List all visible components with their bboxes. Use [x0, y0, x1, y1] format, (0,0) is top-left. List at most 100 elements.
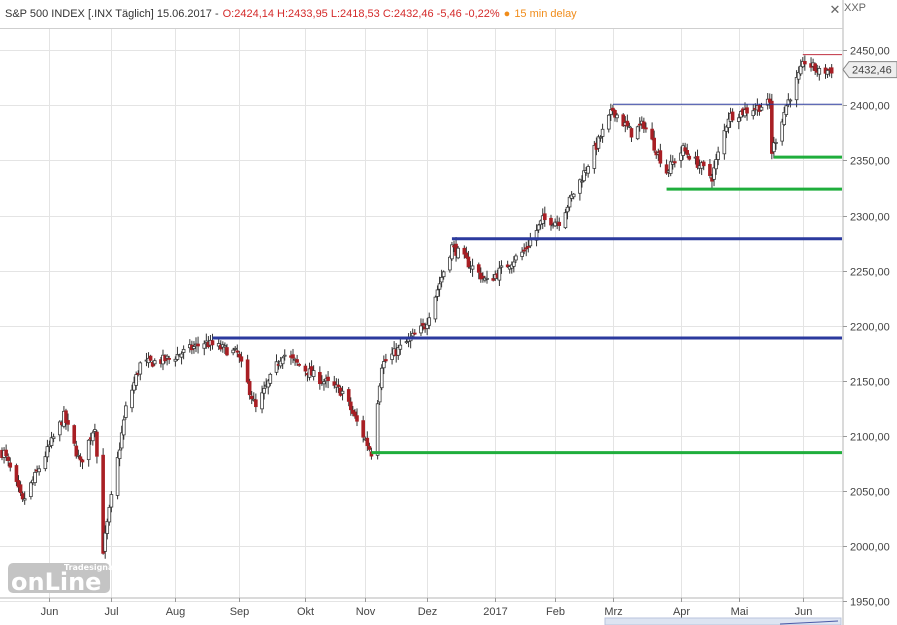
candle-up: [609, 109, 613, 115]
candle-down: [526, 245, 531, 248]
logo-wordmark: onLine: [11, 568, 101, 596]
candle-down: [64, 410, 68, 424]
candle-down: [247, 381, 252, 396]
candle-up: [788, 99, 793, 102]
candle-up: [93, 429, 97, 432]
candle-up: [204, 340, 209, 343]
candle-down: [355, 415, 359, 422]
last-value-badge-shape: [842, 61, 897, 79]
candle-up: [714, 159, 718, 170]
candle-up: [448, 256, 452, 271]
close-button[interactable]: ✕: [829, 2, 841, 17]
candle-up: [107, 506, 112, 523]
candle-down: [491, 278, 496, 281]
candle-down: [237, 353, 242, 358]
candle-down: [348, 401, 353, 411]
chart-header: S&P 500 INDEX [.INX Täglich] 15.06.2017 …: [0, 0, 843, 28]
candle-up: [49, 437, 54, 446]
x-tick-label: Dez: [418, 606, 438, 618]
candles: [0, 55, 834, 559]
navigator-bar[interactable]: [604, 617, 842, 625]
candle-up: [759, 106, 764, 111]
candle-up: [268, 373, 273, 384]
candle-up: [563, 212, 568, 229]
y-tick-label: 2050,00: [850, 487, 890, 499]
candle-down: [239, 356, 244, 362]
candle-up: [600, 128, 605, 137]
candle-down: [297, 363, 301, 366]
candle-up: [109, 494, 114, 508]
candle-down: [384, 359, 388, 362]
candle-up: [635, 126, 640, 140]
candle-up: [105, 520, 110, 534]
candle-up: [76, 454, 81, 457]
candle-up: [375, 403, 380, 456]
candle-down: [549, 217, 553, 226]
candle-down: [78, 456, 83, 461]
candle-up: [57, 421, 62, 436]
candle-up: [425, 323, 429, 329]
candle-up: [152, 360, 157, 365]
candle-down: [318, 371, 322, 385]
candle-up: [130, 389, 134, 409]
candle-up: [33, 472, 37, 484]
candle-up: [311, 370, 316, 377]
candle-up: [606, 114, 611, 130]
candle-up: [274, 361, 279, 373]
candle-down: [421, 323, 425, 326]
candle-up: [512, 261, 516, 267]
ohlc-readout: O:2424,14 H:2433,95 L:2418,53 C:2432,46 …: [222, 8, 500, 20]
candle-down: [8, 462, 13, 468]
candle-down: [642, 121, 646, 129]
candle-up: [774, 142, 778, 144]
candle-up: [784, 105, 789, 115]
candle-up: [817, 68, 822, 75]
candle-up: [233, 347, 238, 350]
candle-down: [6, 456, 10, 461]
x-tick-label: Aug: [166, 606, 186, 618]
candle-up: [592, 145, 597, 169]
candle-down: [353, 411, 357, 417]
candle-down: [412, 332, 417, 335]
navigator-sparkline: [779, 620, 839, 625]
candle-down: [637, 123, 642, 126]
x-tick-label: Jun: [795, 606, 813, 618]
candle-down: [74, 445, 79, 457]
candle-down: [687, 155, 692, 160]
candle-up: [396, 347, 401, 356]
candle-up: [262, 387, 266, 394]
candle-down: [18, 484, 23, 494]
candle-down: [464, 252, 469, 259]
candle-down: [249, 395, 254, 400]
candle-down: [629, 128, 634, 138]
candle-down: [20, 493, 25, 500]
candle-down: [210, 340, 215, 346]
candle-down: [621, 114, 626, 127]
candle-up: [121, 419, 126, 436]
y-tick-label: 1950,00: [850, 597, 890, 609]
candle-down: [167, 357, 171, 360]
candle-up: [497, 267, 502, 281]
candle-down: [95, 431, 99, 457]
candle-down: [196, 343, 200, 347]
candle-up: [578, 179, 582, 194]
candle-down: [695, 156, 700, 168]
candle-up: [598, 136, 603, 139]
candle-down: [365, 437, 370, 447]
x-tick-label: Nov: [356, 606, 376, 618]
y-tick-label: 2400,00: [850, 101, 890, 113]
candle-up: [571, 193, 576, 198]
candle-up: [751, 110, 756, 117]
y-axis-ticks: 2450,00 2400,00 2350,00 2300,00 2250,00 2200,…: [843, 46, 890, 609]
candle-down: [245, 359, 250, 383]
x-tick-label: Feb: [546, 606, 565, 618]
candle-up: [43, 456, 48, 470]
candle-down: [150, 362, 155, 367]
candle-down: [708, 163, 712, 176]
candle-up: [216, 343, 221, 347]
candle-up: [117, 449, 122, 459]
candle-up: [668, 161, 673, 174]
candle-up: [470, 265, 475, 270]
candle-down: [14, 465, 19, 482]
